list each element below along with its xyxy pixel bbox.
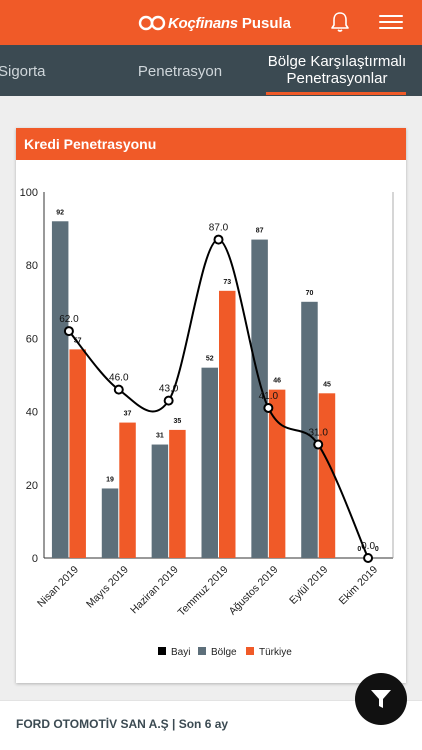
footer-bar: FORD OTOMOTİV SAN A.Ş | Son 6 ay [0,700,422,750]
y-tick-label: 60 [26,333,38,345]
tab-label-line1: Bölge Karşılaştırmalı [267,53,407,70]
bayi-point [313,439,324,450]
card-title: Kredi Penetrasyonu [16,128,406,160]
bar-label-bolge: 87 [256,228,264,235]
logo-brand: Koçfinans [168,14,238,32]
bayi-point [213,234,224,245]
filter-button[interactable] [355,673,407,725]
bar-turkiye [219,290,236,558]
legend-swatch [198,647,206,655]
x-tick-label: Mayıs 2019 [84,564,131,611]
legend-swatch [158,647,166,655]
legend-label: Bayi [171,647,190,658]
bar-turkiye [69,349,86,558]
bayi-value-label: 0.0 [361,541,375,552]
bar-label-bolge: 92 [56,209,64,216]
y-tick-label: 0 [32,553,38,565]
bell-icon[interactable] [328,10,352,34]
tab-label-line2: Penetrasyonlar [286,70,388,87]
x-tick-label: Ekim 2019 [337,564,381,608]
bar-bolge [51,221,69,558]
app-logo: Koçfinans Pusula [138,12,291,34]
bar-label-bolge: 31 [156,433,164,440]
bar-turkiye [268,389,286,558]
bayi-value-label: 41.0 [259,391,279,402]
company-period-label: FORD OTOMOTİV SAN A.Ş | Son 6 ay [16,717,229,731]
bayi-point [363,553,374,563]
bar-label-turkiye: 73 [223,279,231,286]
bar-bolge [251,239,268,558]
bar-label-turkiye: 0 [375,546,379,553]
hamburger-menu-icon[interactable] [379,11,403,33]
bar-turkiye [119,422,136,558]
logo-mark-icon [138,15,166,31]
y-tick-label: 20 [26,480,38,492]
bar-label-turkiye: 45 [323,381,331,388]
bar-label-turkiye: 35 [173,418,181,425]
bar-label-bolge: 70 [306,290,314,297]
tab-penetrasyon[interactable]: Penetrasyon [137,63,223,80]
y-tick-label: 40 [26,407,38,419]
active-tab-indicator [266,92,406,95]
bar-label-bolge: 19 [106,476,114,483]
bar-label-bolge: 0 [357,546,361,553]
legend-label: Türkiye [259,647,292,658]
bar-turkiye [169,429,186,558]
bar-bolge [101,488,119,558]
legend-swatch [246,647,254,655]
tab-bar: Sigorta Penetrasyon Bölge Karşılaştırmal… [0,45,422,96]
y-tick-label: 80 [26,260,38,272]
bar-bolge [301,301,318,558]
bayi-value-label: 31.0 [308,428,328,439]
bar-label-turkiye: 37 [124,411,132,418]
y-tick-label: 100 [20,187,38,199]
bar-bolge [151,444,169,558]
bar-label-bolge: 52 [206,356,214,363]
logo-product: Pusula [241,14,291,32]
bayi-point [113,384,124,395]
x-tick-label: Haziran 2019 [128,564,181,617]
top-bar: Koçfinans Pusula [0,0,422,45]
bayi-point [263,402,274,413]
x-tick-label: Nisan 2019 [35,564,81,610]
bayi-value-label: 46.0 [109,373,129,384]
x-tick-label: Eylül 2019 [287,564,330,607]
tab-sigorta[interactable]: Sigorta [0,63,46,80]
tab-bolge-karsilastirmali[interactable]: Bölge Karşılaştırmalı Penetrasyonlar [262,53,412,87]
bayi-value-label: 62.0 [59,314,79,325]
filter-icon [371,690,391,708]
bar-bolge [201,367,218,558]
bayi-point [63,326,74,337]
bar-label-turkiye: 46 [273,378,281,385]
bayi-point [163,395,174,406]
chart-card: Kredi Penetrasyonu 0 20 40 60 80 100 92 57 Nisan… [16,128,406,683]
x-tick-label: Ağustos 2019 [227,564,281,618]
x-tick-label: Temmuz 2019 [176,564,231,619]
bar-turkiye [318,393,336,558]
bayi-value-label: 43.0 [159,384,179,395]
bayi-value-label: 87.0 [209,223,229,234]
legend-label: Bölge [211,647,237,658]
